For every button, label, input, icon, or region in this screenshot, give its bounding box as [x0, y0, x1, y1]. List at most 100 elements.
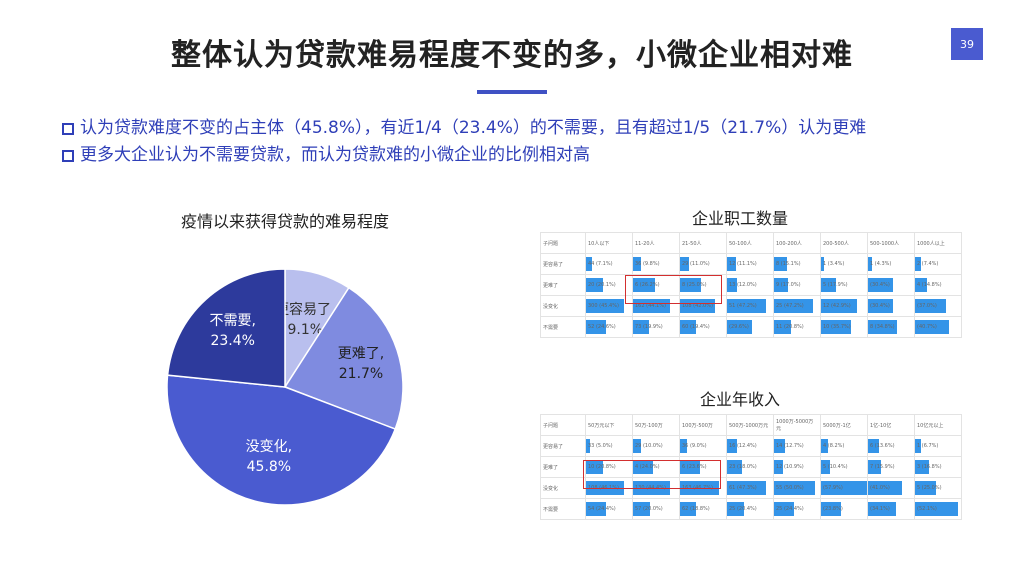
table-header-cell: 50-100人: [726, 232, 774, 254]
table-cell: 12 (10.9%): [773, 456, 821, 478]
table-row-label: 没变化: [540, 295, 586, 317]
cell-bar: [727, 257, 737, 271]
table-cell: 3 (16.8%): [914, 456, 962, 478]
cell-bar: [868, 481, 902, 495]
table-cell: 12 (11.1%): [726, 253, 774, 275]
cell-value: 11 (20.8%): [776, 324, 804, 330]
cell-value: 10 (20.8%): [588, 464, 616, 470]
cell-value: (52.1%): [917, 506, 937, 512]
cell-bar: [727, 502, 744, 516]
cell-bar: [868, 278, 894, 292]
table-cell: 25 (20.4%): [726, 498, 774, 520]
cell-value: 5 (17.9%): [823, 282, 848, 288]
cell-value: (37.0%): [917, 303, 937, 309]
table-cell: 1 (6.7%): [914, 435, 962, 457]
table-header-cell: 1亿-10亿: [867, 414, 915, 436]
table-row: 更容易了 44 (7.1%) 36 (9.8%) 29 (11.0%) 12 (11.1…: [540, 253, 962, 275]
table-cell: 1 (3.4%): [820, 253, 868, 275]
table-header-cell: 50万元以下: [585, 414, 633, 436]
cell-bar: [586, 299, 624, 313]
table-header-cell: 500万-1000万元: [726, 414, 774, 436]
cell-value: 8 (25.0%): [682, 282, 707, 288]
table-header-row: 子问题 10人以下 11-20人 21-50人 50-100人 100-200人 200-5…: [540, 232, 962, 254]
table-cell: 8 (34.8%): [867, 316, 915, 338]
cell-bar: [774, 278, 789, 292]
cell-value: 2 (7.4%): [917, 261, 939, 267]
cell-value: 1 (3.4%): [823, 261, 845, 267]
table-cell: (52.1%): [914, 498, 962, 520]
checkbox-square-icon: [62, 122, 74, 135]
cell-bar: [633, 460, 653, 474]
cell-bar: [868, 439, 880, 453]
cell-value: (29.6%): [729, 324, 749, 330]
table-row: 没变化 300 (45.4%) 162 (44.1%) 108 (42.0%) 51 (…: [540, 295, 962, 317]
pie-chart-title: 疫情以来获得贷款的难易程度: [180, 212, 389, 231]
table-header-cell: 500-1000人: [867, 232, 915, 254]
employee-table-title: 企业职工数量: [691, 209, 788, 228]
cell-bar: [774, 257, 787, 271]
table-cell: 36 (9.8%): [632, 253, 680, 275]
table-header-cell: 1000万-5000万元: [773, 414, 821, 436]
cell-bar: [774, 320, 792, 334]
table-header-cell: 100-200人: [773, 232, 821, 254]
table-cell: 54 (24.4%): [585, 498, 633, 520]
table-cell: 2 (7.4%): [914, 253, 962, 275]
table-cell: 44 (7.1%): [585, 253, 633, 275]
highlight-box: [625, 275, 722, 304]
cell-bar: [633, 502, 650, 516]
cell-bar: [821, 320, 851, 334]
table-row: 不需要 52 (24.6%) 73 (19.9%) 60 (19.4%) (29.6%)…: [540, 316, 962, 338]
table-header-cell: 子问题: [540, 232, 586, 254]
highlight-box: [583, 460, 721, 489]
table-header-cell: 10人以下: [585, 232, 633, 254]
pie-slice: [166, 268, 286, 388]
table-header-cell: 10亿元以上: [914, 414, 962, 436]
table-cell: 73 (19.9%): [632, 316, 680, 338]
pie-slice: [283, 286, 404, 431]
table-header-cell: 5000万-1亿: [820, 414, 868, 436]
cell-bar: [586, 278, 603, 292]
cell-bar: [774, 299, 814, 313]
cell-bar: [586, 502, 607, 516]
cell-value: 8 (34.8%): [870, 324, 895, 330]
bullet-text: 认为贷款难度不变的占主体（45.8%），有近1/4（23.4%）的不需要，且有超…: [80, 118, 867, 138]
table-row: 更容易了 33 (5.0%) 29 (10.0%) 36 (9.0%) 16 (12.4…: [540, 435, 962, 457]
table-cell: 33 (5.0%): [585, 435, 633, 457]
table-row-label: 更容易了: [540, 253, 586, 275]
cell-bar: [727, 299, 767, 313]
table-row-label: 更难了: [540, 274, 586, 296]
bullet-list: 认为贷款难度不变的占主体（45.8%），有近1/4（23.4%）的不需要，且有超…: [62, 115, 866, 169]
cell-bar: [821, 299, 857, 313]
table-cell: 16 (12.4%): [726, 435, 774, 457]
table-cell: 25 (47.2%): [773, 295, 821, 317]
table-cell: (41.0%): [867, 477, 915, 499]
cell-bar: [633, 278, 655, 292]
cell-bar: [915, 481, 936, 495]
cell-bar: [727, 481, 767, 495]
cell-bar: [680, 320, 697, 334]
table-cell: 5 (25.0%): [914, 477, 962, 499]
cell-bar: [915, 320, 949, 334]
cell-bar: [633, 257, 642, 271]
cell-bar: [680, 278, 701, 292]
table-cell: 29 (10.0%): [632, 435, 680, 457]
cell-value: (57.9%): [823, 485, 843, 491]
page-number-badge: 39: [951, 28, 983, 60]
cell-value: 25 (24.4%): [776, 506, 804, 512]
cell-bar: [633, 299, 670, 313]
cell-bar: [727, 439, 738, 453]
cell-bar: [586, 257, 592, 271]
employee-count-table: 子问题 10人以下 11-20人 21-50人 50-100人 100-200人 200-5…: [540, 232, 962, 338]
table-header-cell: 1000人以上: [914, 232, 962, 254]
cell-value: 5 (25.0%): [917, 485, 942, 491]
table-header-cell: 子问题: [540, 414, 586, 436]
table-cell: 25 (24.4%): [773, 498, 821, 520]
revenue-table-title: 企业年收入: [699, 390, 780, 409]
pie-chart-svg: 更容易了, 9.1% 更难了, 21.7% 没变化, 45.8% 不需要, 23.4%: [166, 268, 404, 506]
cell-value: 13 (12.0%): [729, 282, 757, 288]
table-cell: 7 (15.9%): [867, 456, 915, 478]
pie-slice-name-label: 更难了,: [338, 346, 384, 362]
cell-value: 36 (9.0%): [682, 443, 707, 449]
cell-bar: [727, 320, 752, 334]
cell-value: (23.8%): [823, 506, 843, 512]
